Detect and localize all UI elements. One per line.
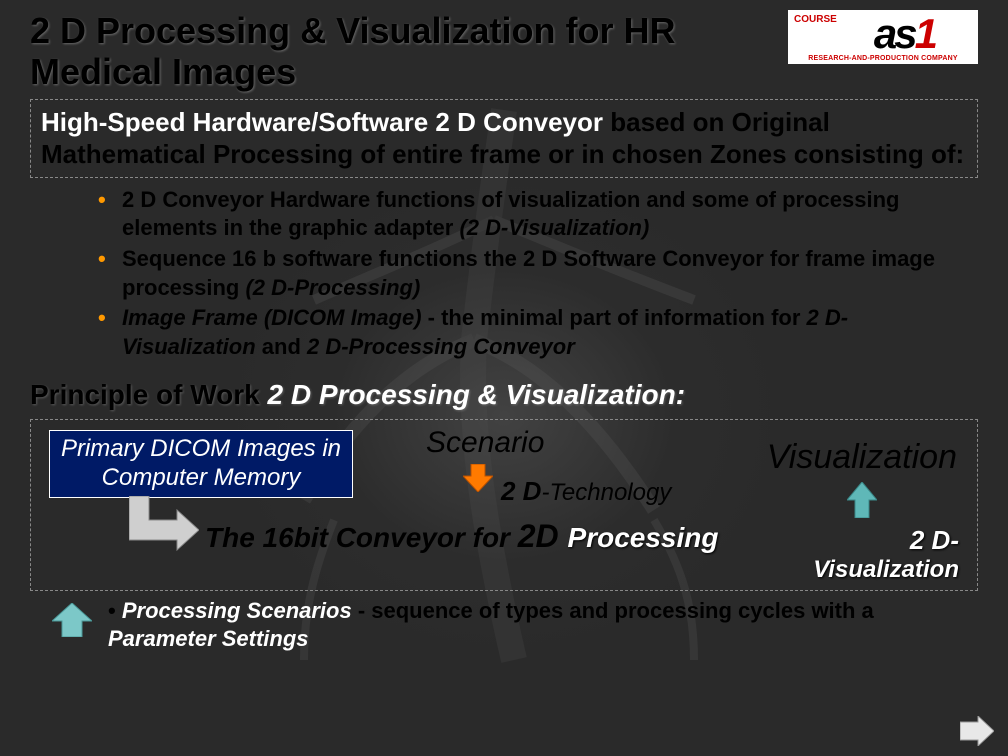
visualization-label: Visualization bbox=[767, 438, 957, 477]
bullet-list: 2 D Conveyor Hardware functions of visua… bbox=[98, 186, 978, 362]
diagram-box: Primary DICOM Images in Computer Memory … bbox=[30, 419, 978, 591]
label-2d-right: 2 D- bbox=[910, 525, 959, 556]
next-slide-arrow-icon[interactable] bbox=[960, 716, 994, 746]
arrow-up-cyan-small-icon bbox=[52, 603, 92, 637]
footer-note: • Processing Scenarios - sequence of typ… bbox=[30, 597, 978, 652]
arrow-right-angle-grey-icon bbox=[129, 496, 199, 552]
bullet-item: 2 D Conveyor Hardware functions of visua… bbox=[98, 186, 978, 243]
dicom-memory-box: Primary DICOM Images in Computer Memory bbox=[49, 430, 353, 498]
principle-heading: Principle of Work 2 D Processing & Visua… bbox=[30, 379, 978, 411]
slide-title: 2 D Processing & Visualization for HR Me… bbox=[30, 10, 768, 93]
logo-brand: as1 bbox=[874, 10, 935, 57]
bullet-item: Sequence 16 b software functions the 2 D… bbox=[98, 245, 978, 302]
logo-course: COURSE bbox=[794, 15, 837, 25]
arrow-down-orange-icon bbox=[463, 464, 493, 492]
technology-2d-label: 2 D-Technology bbox=[501, 476, 671, 507]
logo-subtitle: RESEARCH-AND-PRODUCTION COMPANY bbox=[794, 55, 972, 62]
arrow-up-cyan-icon bbox=[847, 482, 877, 518]
label-visualization-bottom: Visualization bbox=[813, 556, 959, 584]
conveyor-line: The 16bit Conveyor for 2D Processing bbox=[205, 518, 718, 555]
intro-box: High-Speed Hardware/Software 2 D Conveyo… bbox=[30, 99, 978, 178]
scenario-label: Scenario bbox=[426, 426, 544, 460]
intro-text: High-Speed Hardware/Software 2 D Conveyo… bbox=[41, 106, 967, 171]
logo-as1: COURSE as1 RESEARCH-AND-PRODUCTION COMPA… bbox=[788, 10, 978, 64]
bullet-item: Image Frame (DICOM Image) - the minimal … bbox=[98, 304, 978, 361]
